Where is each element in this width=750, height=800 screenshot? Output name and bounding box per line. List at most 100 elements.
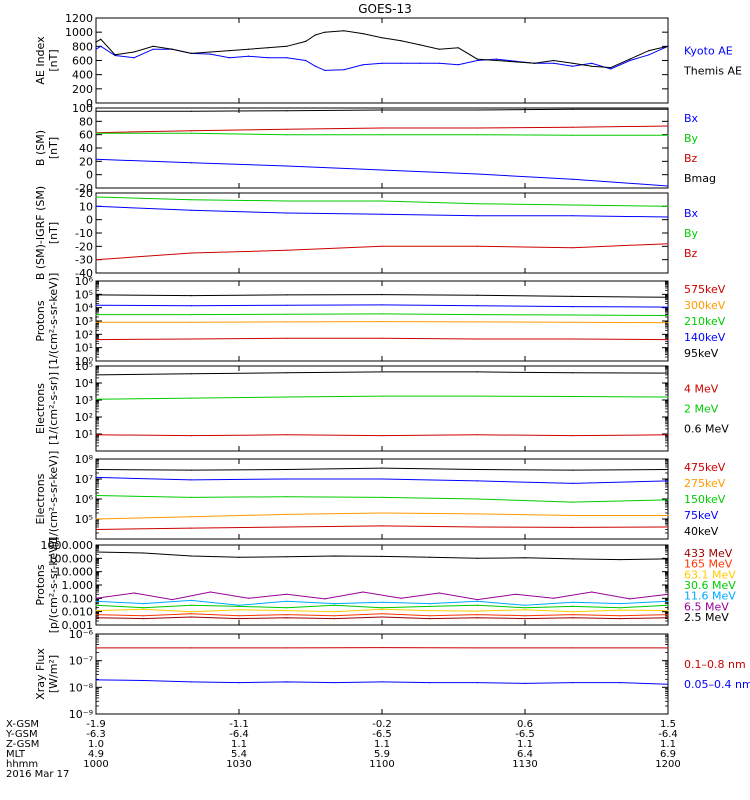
series-point <box>143 603 145 605</box>
series-point <box>95 518 97 520</box>
series-point <box>95 339 97 341</box>
series-point <box>343 69 345 71</box>
series-point <box>190 338 192 340</box>
x-row-label: Y-GSM <box>5 729 38 740</box>
series-point <box>476 338 478 340</box>
chart-title: GOES-13 <box>358 2 412 16</box>
series-point <box>476 604 478 606</box>
series-point <box>476 203 478 205</box>
series-point <box>238 615 240 617</box>
series-point <box>553 62 555 64</box>
x-row-value: 6.9 <box>660 749 676 760</box>
y-tick-label: 10 <box>79 200 93 213</box>
series-point <box>381 496 383 498</box>
series-point <box>324 598 326 600</box>
series-point <box>286 617 288 619</box>
y-tick-label: 600 <box>72 55 93 68</box>
series-point <box>572 126 574 128</box>
series-point <box>524 615 526 617</box>
series-point <box>286 200 288 202</box>
series-point <box>476 127 478 129</box>
legend-label: 11.6 MeV <box>684 590 736 603</box>
series-point <box>572 314 574 316</box>
series-point <box>476 557 478 559</box>
y-tick-label: 1000.000 <box>41 539 94 552</box>
legend-label: 30.6 MeV <box>684 579 736 592</box>
series-point <box>572 247 574 249</box>
y-tick-label: 10⁴ <box>75 377 94 390</box>
y-tick-label: 100 <box>72 102 93 115</box>
series-point <box>457 47 459 49</box>
series-point <box>95 610 97 612</box>
y-tick-label: 1200 <box>65 12 93 25</box>
series-point <box>667 480 669 482</box>
series-point <box>381 169 383 171</box>
panel-xray: 10⁻⁹ 10⁻⁸ 10⁻⁷ 10⁻⁶ Xray Flux [W/m²] 0.1–0.8 n… <box>34 628 750 721</box>
series-point <box>171 599 173 601</box>
x-row-value: -0.2 <box>372 719 392 730</box>
series-point <box>381 467 383 469</box>
series-point <box>381 601 383 603</box>
y-tick-label: 0 <box>86 214 93 227</box>
series-point <box>143 552 145 554</box>
panel-frame <box>95 280 669 362</box>
panel-electrons_mev: 10¹ 10² 10³ 10⁴ 10⁵ Electrons [1/(cm²-s-sr)] 4 … <box>34 360 729 452</box>
series-point <box>572 395 574 398</box>
series-point <box>572 338 574 340</box>
series-point <box>343 30 345 32</box>
series-point <box>476 610 478 612</box>
series-point <box>381 294 383 296</box>
series-point <box>333 615 335 617</box>
series-point <box>133 57 135 59</box>
series-point <box>667 558 669 560</box>
series-point <box>572 617 574 619</box>
series-point <box>190 52 192 55</box>
series-point <box>95 617 97 619</box>
series-point <box>171 48 173 50</box>
series-point <box>190 611 192 613</box>
series-point <box>95 294 97 296</box>
y-tick-label: 10¹ <box>75 342 93 355</box>
series-point <box>572 614 574 616</box>
y-tick-label: 10⁴ <box>75 302 94 315</box>
series-point <box>524 682 526 685</box>
series-point <box>152 45 154 47</box>
y-axis-label: [W/m²] <box>47 655 60 693</box>
series-point <box>324 31 326 33</box>
series-point <box>476 59 478 62</box>
y-tick-label: -30 <box>75 254 93 267</box>
y-tick-label: 1000 <box>65 26 93 39</box>
series-point <box>381 245 383 247</box>
series-point <box>286 304 288 306</box>
series-point <box>247 55 250 57</box>
series-point <box>667 108 669 110</box>
x-row-label: hhmm <box>6 759 38 770</box>
series-point <box>524 604 526 606</box>
series-point <box>95 434 97 436</box>
y-tick-label: 10⁸ <box>75 453 94 466</box>
series-point <box>95 48 97 50</box>
y-axis-label: Xray Flux <box>34 648 47 700</box>
x-row-value: 1030 <box>226 759 251 770</box>
series-point <box>95 468 97 471</box>
series-point <box>286 478 288 480</box>
legend-label: 0.1–0.8 nm <box>684 658 746 671</box>
series-point <box>667 647 669 649</box>
series-point <box>381 337 383 339</box>
x-row-value: 1.1 <box>374 739 390 750</box>
series-point <box>381 200 383 202</box>
series-point <box>314 34 316 36</box>
series-point <box>314 65 316 67</box>
y-tick-label: 10⁻⁶ <box>69 628 94 641</box>
series-point <box>95 551 97 553</box>
series-point <box>572 605 574 608</box>
series-point <box>476 173 478 175</box>
series-point <box>190 321 192 323</box>
y-tick-label: 10⁵ <box>75 513 93 526</box>
series-point <box>286 212 288 214</box>
series-point <box>476 682 478 684</box>
series-point <box>429 615 431 617</box>
series-point <box>438 592 440 594</box>
x-row-value: 1200 <box>655 759 680 770</box>
series-point <box>629 58 631 60</box>
